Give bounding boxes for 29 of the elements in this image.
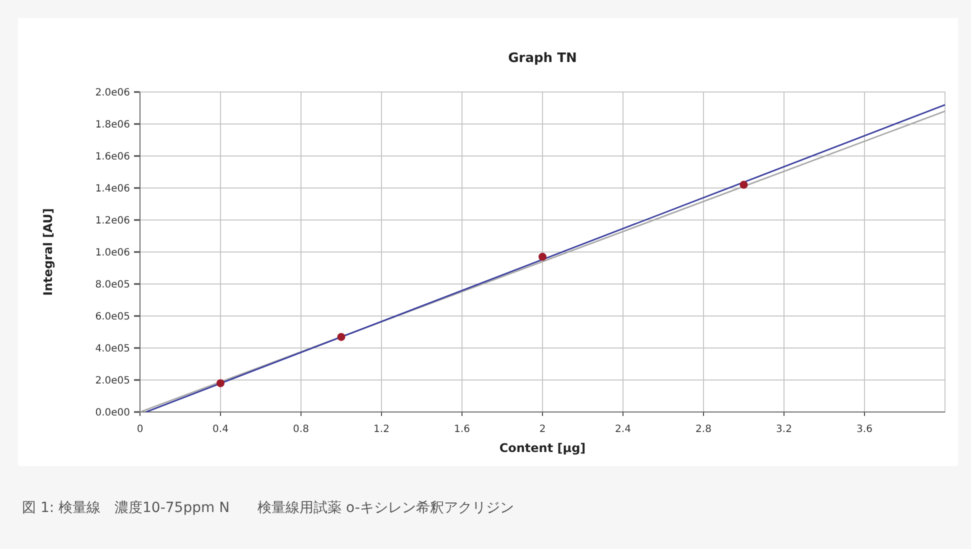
x-axis-title: Content [µg] [499, 441, 586, 455]
x-tick-label: 2.4 [615, 424, 631, 435]
y-tick-label: 8.0e05 [95, 280, 130, 290]
x-tick-label: 2.8 [696, 424, 712, 435]
y-tick-label: 1.6e06 [95, 152, 130, 162]
x-tick-label: 1.6 [454, 424, 470, 435]
x-tick-label: 3.2 [776, 424, 792, 435]
x-tick-label: 0.8 [293, 424, 309, 435]
x-tick-label: 0 [136, 424, 144, 435]
y-tick-label: 1.2e06 [95, 216, 130, 226]
y-tick-label: 1.4e06 [95, 184, 130, 194]
y-tick-label: 4.0e05 [95, 344, 130, 354]
chart-title: Graph TN [508, 51, 577, 66]
x-tick-label: 2 [539, 424, 546, 435]
y-tick-label: 2.0e06 [95, 88, 130, 98]
y-tick-label: 1.8e06 [95, 120, 130, 130]
y-tick-label: 0.0e00 [95, 408, 130, 418]
y-tick-label: 6.0e05 [95, 312, 130, 322]
point [337, 332, 346, 341]
x-tick-label: 3.6 [856, 424, 872, 435]
x-tick-label: 0.4 [212, 424, 228, 435]
point [740, 180, 748, 189]
y-tick-label: 2.0e05 [95, 376, 130, 386]
y-axis-title: Integral [AU] [41, 208, 55, 296]
point [216, 379, 224, 388]
y-tick-label: 1.0e06 [95, 248, 130, 258]
x-tick-label: 1.2 [374, 424, 390, 435]
point [538, 252, 546, 261]
caption: 図 1: 検量線 濃度10-75ppm N 検量線用試薬 o-キシレン希釈アクリジン [22, 500, 514, 516]
